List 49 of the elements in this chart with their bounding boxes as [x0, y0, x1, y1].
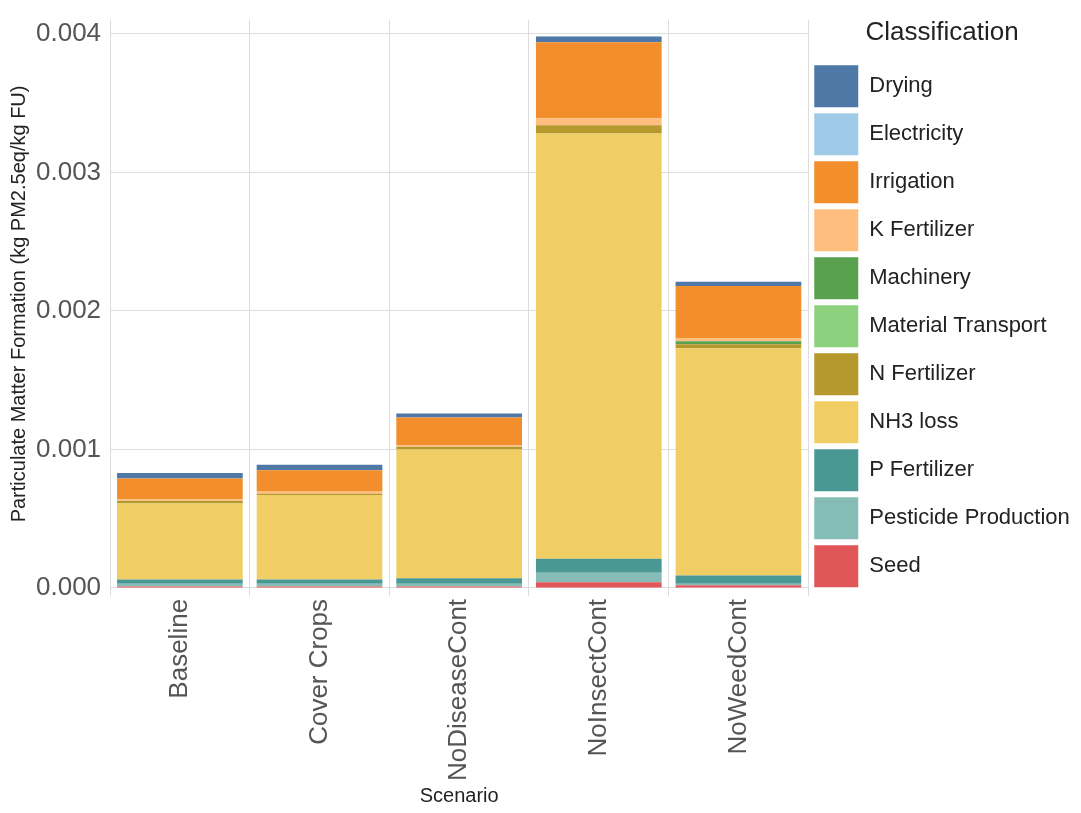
- legend-label: P Fertilizer: [869, 456, 974, 482]
- y-tick-label: 0.000: [35, 571, 102, 602]
- bar: [535, 582, 662, 588]
- x-tick-label: Baseline: [163, 598, 194, 699]
- y-tick-label: 0.001: [35, 432, 102, 463]
- x-tick-label: NoDiseaseCont: [442, 598, 473, 781]
- bar: [675, 575, 802, 584]
- x-axis-title: Scenario: [419, 783, 499, 806]
- legend-label: Seed: [869, 552, 921, 578]
- bar: [256, 579, 383, 584]
- bar: [396, 417, 522, 446]
- bar: [535, 558, 662, 573]
- bar: [117, 472, 243, 479]
- legend-label: Machinery: [869, 264, 971, 290]
- x-tick-label: Cover Crops: [302, 598, 333, 745]
- legend-title: Classification: [865, 16, 1019, 47]
- bar: [535, 133, 662, 559]
- legend-label: Drying: [869, 72, 933, 98]
- bar: [117, 579, 243, 584]
- y-tick-label: 0.004: [35, 17, 102, 48]
- bar: [675, 285, 802, 339]
- bar: [535, 42, 662, 119]
- legend-label: Material Transport: [869, 312, 1047, 338]
- bar: [675, 348, 802, 576]
- legend-label: N Fertilizer: [869, 360, 976, 386]
- legend-label: Electricity: [869, 120, 964, 146]
- bar: [675, 344, 802, 349]
- bar: [117, 503, 243, 580]
- y-tick-label: 0.003: [35, 155, 102, 186]
- bar: [535, 36, 662, 43]
- legend-label: Irrigation: [869, 168, 955, 194]
- x-tick-label: NoWeedCont: [721, 598, 752, 755]
- bar: [535, 572, 662, 583]
- legend-label: NH3 loss: [869, 408, 959, 434]
- bar: [396, 413, 522, 418]
- legend-label: K Fertilizer: [869, 216, 975, 242]
- y-tick-label: 0.002: [35, 294, 102, 325]
- bar: [256, 495, 383, 580]
- y-axis-title: Particulate Matter Formation (kg PM2.5eq/kg FU): [6, 85, 29, 523]
- x-tick-label: NoInsectCont: [581, 598, 612, 757]
- bar: [396, 578, 522, 584]
- legend-label: Pesticide Production: [869, 504, 1070, 530]
- bar: [117, 478, 243, 500]
- bar: [675, 281, 802, 286]
- bar: [256, 464, 383, 471]
- bar: [396, 449, 522, 579]
- bar: [535, 125, 662, 134]
- bar: [535, 118, 662, 126]
- bar: [256, 470, 383, 491]
